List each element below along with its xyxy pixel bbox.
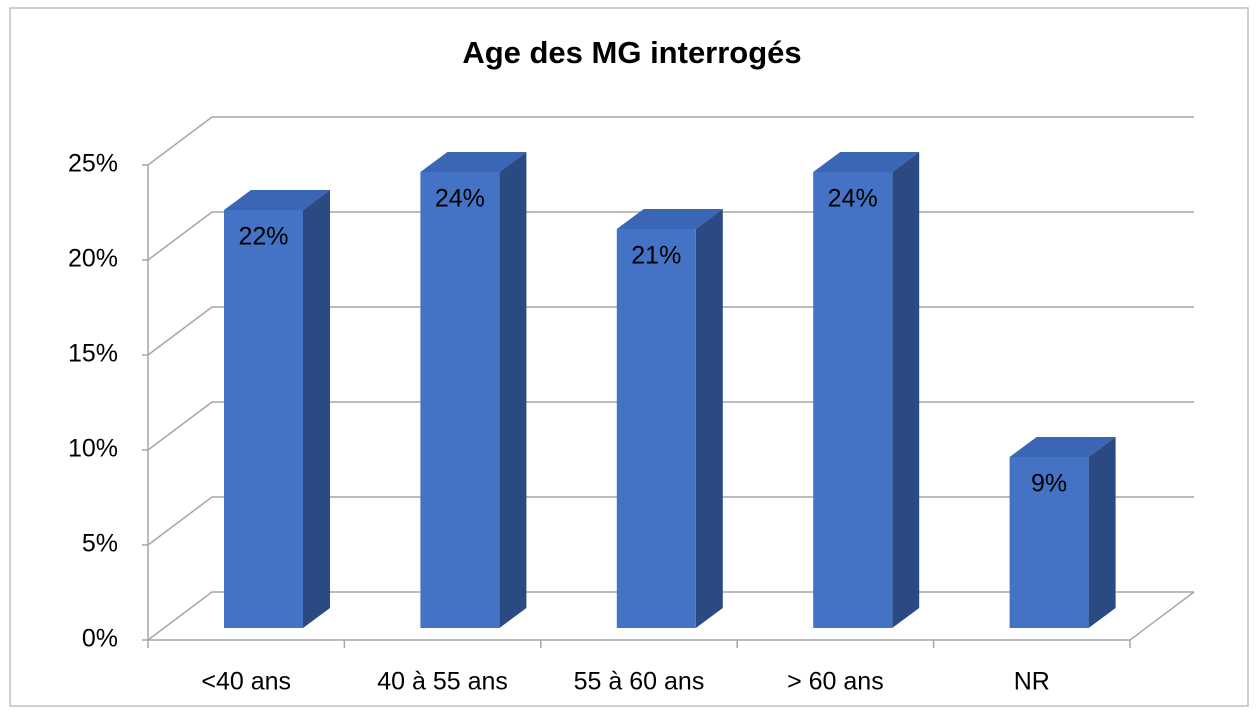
data-label: 22% (238, 223, 288, 251)
bar-top (813, 152, 920, 172)
x-tick-label: > 60 ans (787, 668, 884, 696)
y-tick-label: 25% (68, 150, 118, 178)
y-tick-label: 10% (68, 435, 118, 463)
data-label: 21% (631, 242, 681, 270)
data-label: 24% (828, 185, 878, 213)
bar (224, 210, 303, 628)
bar (1009, 457, 1089, 628)
y-tick-label: 0% (82, 625, 118, 653)
bar (813, 172, 893, 628)
bar-top (616, 209, 723, 229)
y-tick-label: 15% (68, 340, 118, 368)
data-label: 24% (435, 185, 485, 213)
chart-title: Age des MG interrogés (462, 35, 801, 70)
bar-side (1088, 437, 1116, 628)
bar-top (1009, 437, 1116, 457)
x-tick-label: <40 ans (201, 668, 291, 696)
bar-side (303, 190, 330, 628)
y-tick-label: 20% (68, 245, 118, 273)
y-tick-label: 5% (82, 530, 118, 558)
bar-top (224, 190, 330, 210)
bar (616, 229, 696, 628)
x-tick-label: NR (1014, 668, 1050, 696)
bar-side (892, 152, 920, 628)
bar-top (420, 152, 527, 172)
x-tick-label: 40 à 55 ans (377, 668, 508, 696)
bar (420, 172, 500, 628)
data-label: 9% (1031, 470, 1067, 498)
bar-side (499, 152, 527, 628)
grid-line (147, 116, 1194, 166)
bar-side (695, 209, 723, 628)
x-tick-label: 55 à 60 ans (574, 668, 705, 696)
